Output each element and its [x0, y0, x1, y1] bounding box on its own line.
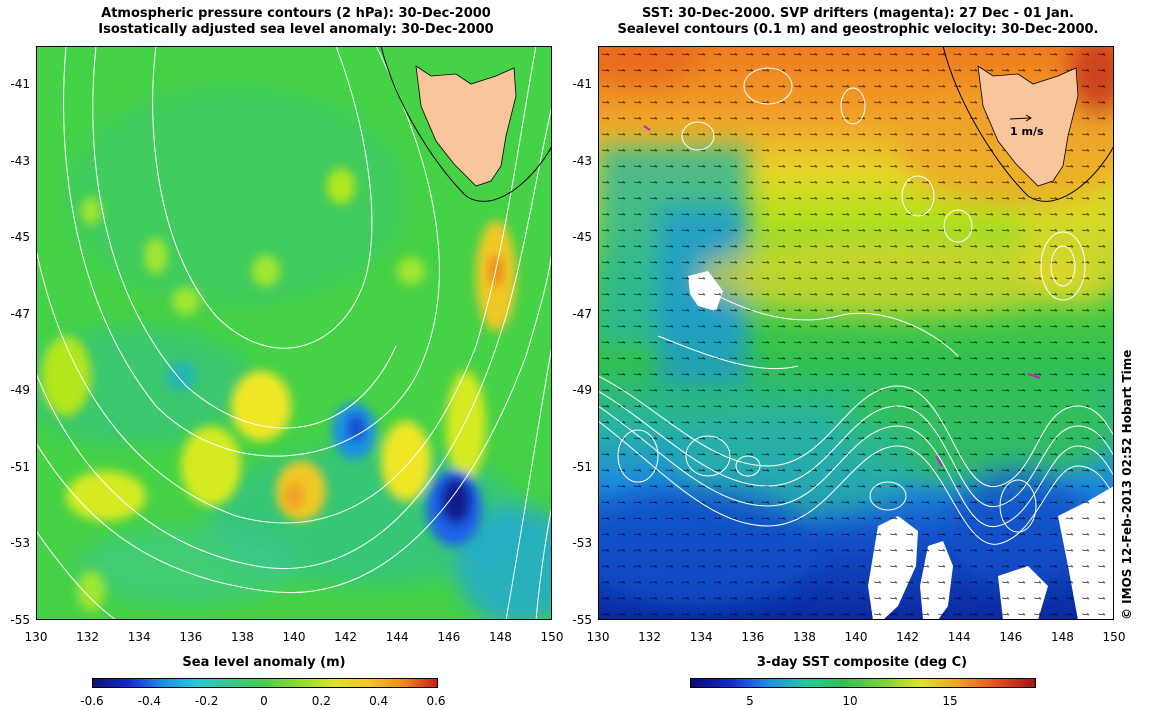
right-lon-tick-9: 148: [1050, 630, 1074, 644]
right-title-line1: SST: 30-Dec-2000. SVP drifters (magenta)…: [642, 6, 1074, 21]
sla-colorbar-label-0: -0.6: [80, 694, 104, 708]
right-lon-tick-7: 144: [947, 630, 971, 644]
sla-colorbar-label-6: 0.6: [426, 694, 446, 708]
sla-colorbar: [92, 678, 438, 688]
sst-colorbar-label-2: 15: [942, 694, 958, 708]
right-lon-tick-1: 132: [638, 630, 662, 644]
right-lat-tick-1: -43: [572, 153, 592, 168]
right-lon-tick-3: 136: [741, 630, 765, 644]
right-lon-tick-8: 146: [999, 630, 1023, 644]
right-lat-tick-0: -41: [572, 77, 592, 91]
right-lat-tick-3: -47: [572, 306, 592, 321]
right-lat-tick-6: -53: [572, 536, 592, 550]
left-lat-tick-3: -47: [10, 306, 30, 321]
right-lon-tick-4: 138: [792, 630, 816, 644]
right-colorbar-title: 3-day SST composite (deg C): [756, 655, 968, 670]
left-title-line1: Atmospheric pressure contours (2 hPa): 3…: [101, 6, 491, 21]
right-lat-tick-4: -49: [572, 383, 592, 397]
left-colorbar-title: Sea level anomaly (m): [182, 655, 346, 670]
sst-colorbar-label-1: 10: [842, 694, 858, 708]
sla-colorbar-label-2: -0.2: [194, 694, 219, 708]
credit-text: © IMOS 12-Feb-2013 02:52 Hobart Time: [1120, 349, 1134, 620]
sst-map: [598, 46, 1114, 620]
sla-colorbar-label-1: -0.4: [137, 694, 162, 708]
sla-colorbar-label-4: 0.2: [311, 694, 331, 708]
left-lon-tick-5: 140: [282, 630, 306, 644]
sla-colorbar-label-5: 0.4: [369, 694, 389, 708]
sla-colorbar-label-3: 0: [260, 694, 268, 708]
right-title-line2: Sealevel contours (0.1 m) and geostrophi…: [617, 22, 1099, 37]
left-lat-tick-7: -55: [10, 612, 30, 627]
left-lat-tick-2: -45: [10, 230, 30, 244]
left-lon-tick-8: 146: [437, 630, 461, 644]
left-lat-tick-1: -43: [10, 153, 30, 168]
left-lon-tick-6: 142: [334, 630, 358, 644]
left-title-line2: Isostatically adjusted sea level anomaly…: [98, 22, 494, 37]
left-lon-tick-1: 132: [76, 630, 100, 644]
right-lat-tick-7: -55: [572, 612, 592, 627]
left-lon-tick-3: 136: [179, 630, 203, 644]
right-lon-tick-10: 150: [1102, 630, 1126, 644]
left-lon-tick-0: 130: [24, 630, 48, 644]
left-lat-tick-6: -53: [10, 536, 30, 550]
left-lat-tick-0: -41: [10, 77, 30, 91]
right-lon-tick-6: 142: [896, 630, 920, 644]
left-lon-tick-2: 134: [127, 630, 151, 644]
sst-colorbar: [690, 678, 1036, 688]
left-panel-title: Atmospheric pressure contours (2 hPa): 3…: [36, 6, 556, 38]
left-lon-tick-9: 148: [488, 630, 512, 644]
sst-colorbar-label-0: 5: [746, 694, 754, 708]
left-lon-tick-4: 138: [230, 630, 254, 644]
right-lon-tick-5: 140: [844, 630, 868, 644]
right-lat-tick-5: -51: [572, 459, 592, 474]
sea-level-anomaly-map: [36, 46, 552, 620]
velocity-scale-label: 1 m/s: [1010, 125, 1044, 138]
right-lon-tick-2: 134: [689, 630, 713, 644]
left-lat-tick-5: -51: [10, 459, 30, 474]
left-lat-tick-4: -49: [10, 383, 30, 397]
right-panel-title: SST: 30-Dec-2000. SVP drifters (magenta)…: [598, 6, 1118, 38]
right-lon-tick-0: 130: [586, 630, 610, 644]
left-lon-tick-7: 144: [385, 630, 409, 644]
right-lat-tick-2: -45: [572, 230, 592, 244]
left-lon-tick-10: 150: [540, 630, 564, 644]
